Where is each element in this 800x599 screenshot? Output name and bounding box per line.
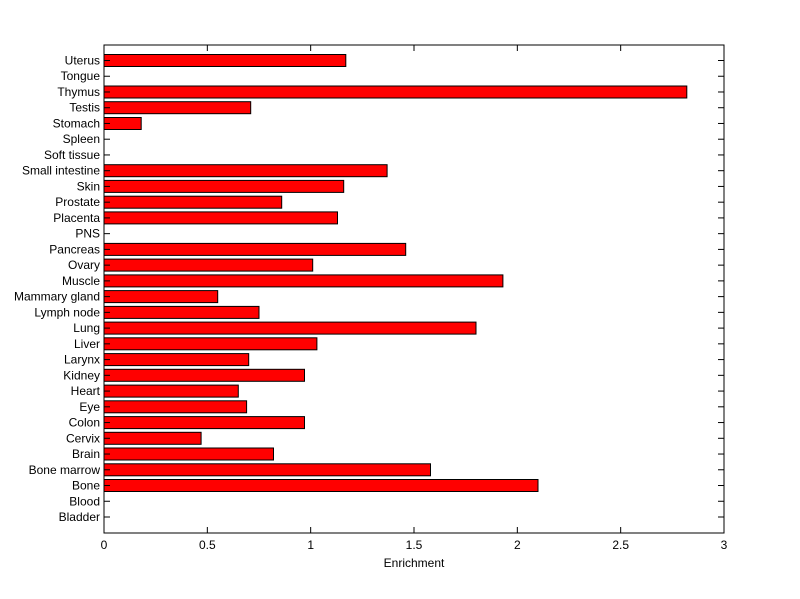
y-tick-label: Uterus (65, 54, 100, 68)
bar-colon (103, 416, 305, 430)
y-tick-label: Testis (69, 101, 100, 115)
y-tick-label: Small intestine (22, 164, 100, 178)
y-tick-label: Heart (71, 384, 101, 398)
y-tick-label: Stomach (53, 116, 100, 130)
x-tick-label: 3 (721, 538, 728, 552)
bar-skin (103, 179, 345, 193)
y-tick-label: Colon (69, 416, 100, 430)
x-tick-label: 0.5 (199, 538, 216, 552)
y-tick-label: Tongue (61, 69, 101, 83)
x-tick-label: 2 (514, 538, 521, 552)
y-tick-label: Soft tissue (44, 148, 100, 162)
y-tick-label: Bone marrow (29, 463, 101, 477)
y-tick-label: Larynx (64, 353, 100, 367)
x-tick-label: 1 (307, 538, 314, 552)
y-tick-label: Muscle (62, 274, 100, 288)
bar-heart (103, 384, 239, 398)
bar-brain (103, 447, 274, 461)
bar-bone-marrow (103, 463, 431, 477)
bar-prostate (103, 195, 283, 209)
y-tick-label: Skin (77, 179, 100, 193)
y-tick-label: Lung (73, 321, 100, 335)
y-tick-label: Mammary gland (14, 290, 100, 304)
bar-ovary (103, 258, 314, 272)
y-tick-label: PNS (75, 227, 100, 241)
y-tick-label: Lymph node (34, 305, 100, 319)
bar-mammary-gland (103, 290, 219, 304)
x-tick-labels: 0 0.5 1 1.5 2 2.5 3 (101, 538, 728, 552)
ticks-group (103, 45, 725, 533)
y-tick-label: Ovary (68, 258, 100, 272)
y-tick-label: Brain (72, 447, 100, 461)
bar-cervix (103, 431, 202, 445)
y-tick-label: Placenta (53, 211, 100, 225)
bar-pancreas (103, 242, 407, 256)
bar-testis (103, 101, 252, 115)
bars-group (103, 54, 688, 492)
bar-lung (103, 321, 477, 335)
bar-small-intestine (103, 164, 388, 178)
y-tick-label: Spleen (63, 132, 100, 146)
bar-liver (103, 337, 318, 351)
y-tick-label: Pancreas (49, 242, 100, 256)
x-tick-label: 0 (101, 538, 108, 552)
bar-larynx (103, 353, 250, 367)
y-tick-label: Liver (74, 337, 100, 351)
bar-uterus (103, 54, 347, 67)
axes-box (103, 44, 725, 534)
y-tick-label: Cervix (66, 431, 100, 445)
x-axis-label: Enrichment (384, 556, 445, 570)
bar-placenta (103, 211, 338, 225)
x-tick-label: 1.5 (406, 538, 423, 552)
bar-eye (103, 400, 248, 414)
y-tick-label: Prostate (55, 195, 100, 209)
bar-muscle (103, 274, 504, 288)
y-tick-label: Eye (79, 400, 100, 414)
bar-kidney (103, 368, 305, 382)
x-tick-label: 2.5 (612, 538, 629, 552)
y-tick-label: Thymus (57, 85, 100, 99)
bar-bone (103, 479, 539, 492)
bar-thymus (103, 85, 688, 99)
y-tick-label: Bone (72, 479, 100, 493)
y-tick-label: Blood (69, 494, 100, 508)
bar-lymph-node (103, 305, 260, 319)
y-tick-label: Kidney (63, 368, 100, 382)
y-tick-label: Bladder (59, 510, 100, 524)
